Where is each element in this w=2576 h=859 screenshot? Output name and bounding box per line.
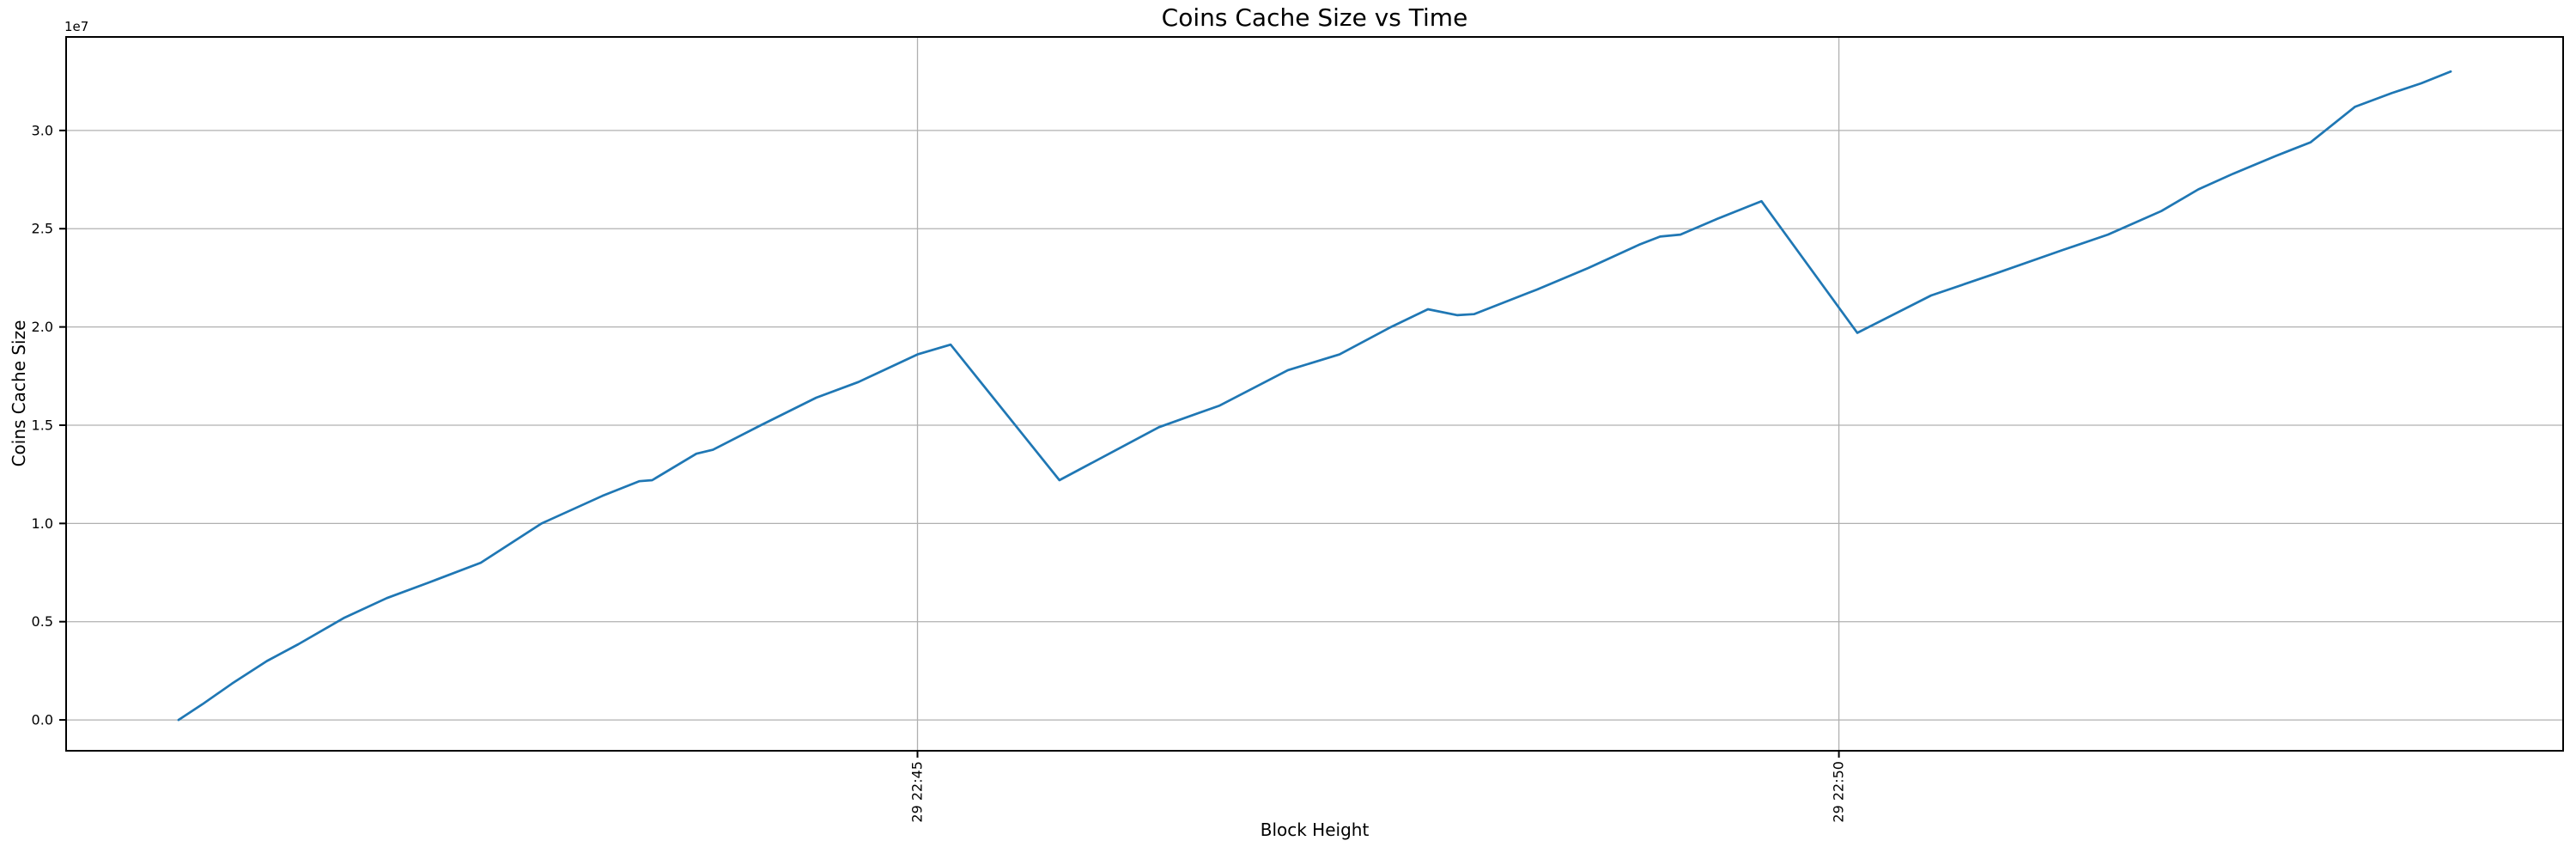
y-tick-label: 0.5 (32, 613, 53, 630)
x-tick-label: 29 22:50 (1831, 761, 1847, 823)
series-line-coins-cache (177, 70, 2452, 722)
axes-border (65, 36, 2564, 752)
y-tick-label: 0.0 (32, 712, 53, 728)
y-axis-offset-text: 1e7 (64, 19, 89, 34)
chart-title: Coins Cache Size vs Time (1161, 3, 1468, 32)
y-tick-label: 1.5 (32, 417, 53, 433)
tick-marks (59, 129, 1840, 758)
x-axis-label: Block Height (1260, 819, 1370, 840)
y-tick-label: 3.0 (32, 122, 53, 138)
y-tick-label: 2.5 (32, 221, 53, 237)
y-tick-label: 1.0 (32, 515, 53, 532)
y-axis-label: Coins Cache Size (9, 320, 29, 467)
tick-labels: 0.0 0.5 1.0 1.5 2.0 2.5 3.0 29 22:45 29 22:50 (32, 122, 1847, 822)
gridlines (66, 37, 2563, 751)
y-tick-label: 2.0 (32, 319, 53, 335)
x-tick-label: 29 22:45 (909, 761, 926, 823)
